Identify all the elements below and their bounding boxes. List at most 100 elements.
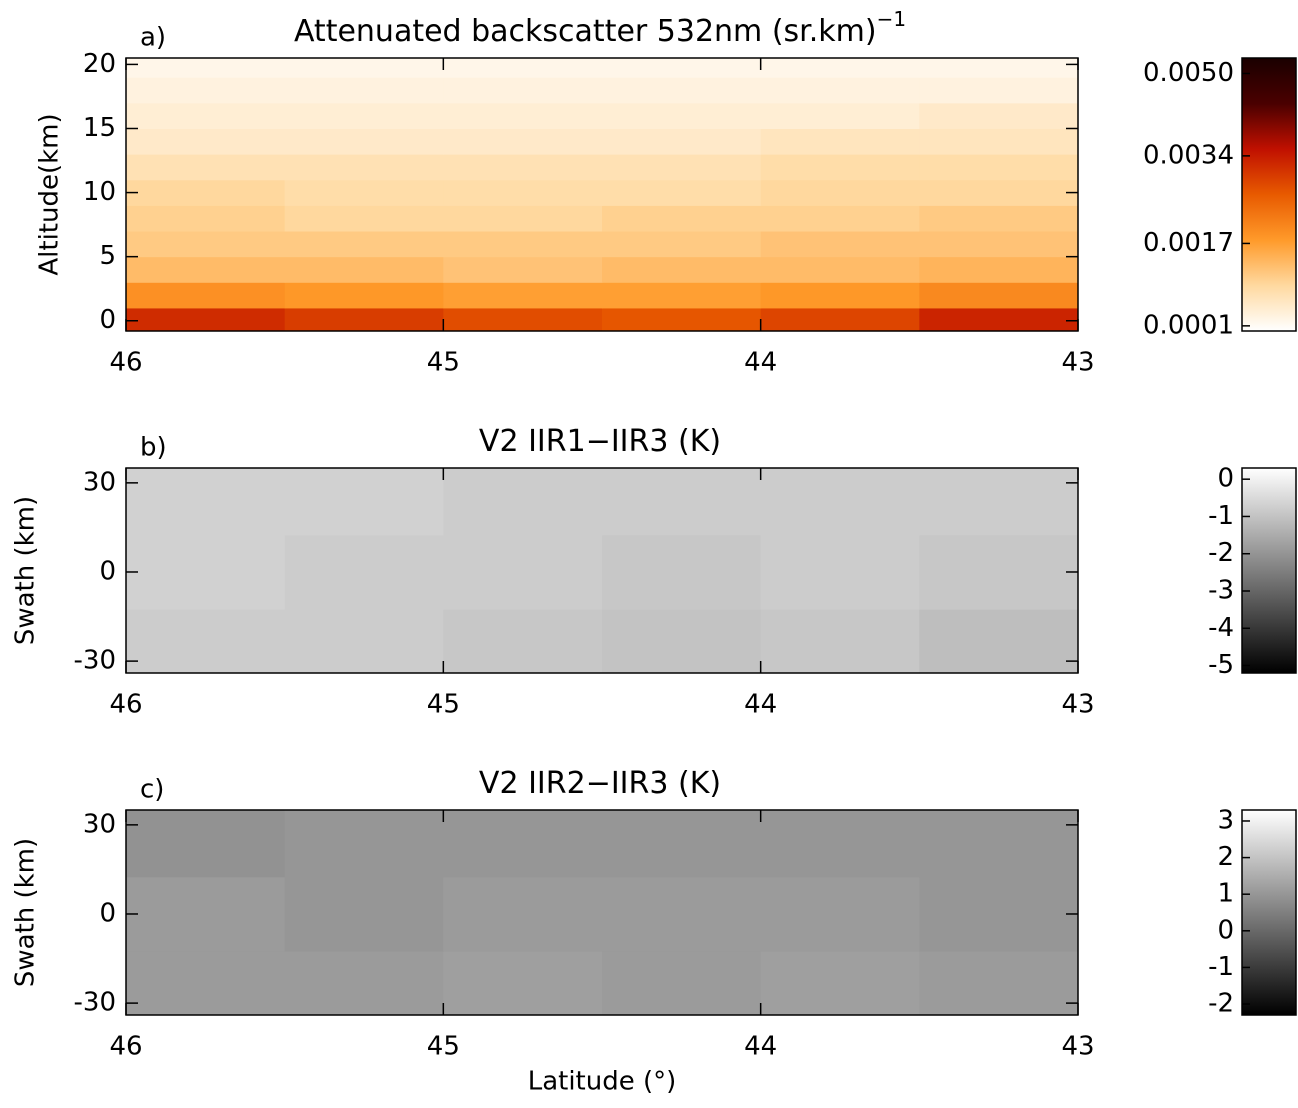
colorbar: 0 -1 -2 -3 -4 -5	[1208, 464, 1297, 680]
x-tick-label: 45	[427, 348, 460, 378]
heatmap-cell	[760, 468, 920, 536]
panel-label: b)	[140, 433, 167, 463]
heatmap-cell	[443, 128, 603, 155]
heatmap-cell	[602, 282, 762, 309]
colorbar-tick-label: 0	[1217, 915, 1234, 945]
heatmap-cell	[443, 534, 603, 610]
colorbar-tick-label: 2	[1217, 842, 1234, 872]
heatmap-cell	[760, 609, 920, 673]
colorbar-tick-label: 0.0017	[1143, 228, 1234, 258]
colorbar-gradient	[1241, 467, 1297, 674]
heatmap-cell	[443, 609, 603, 673]
heatmap-cell	[443, 307, 603, 331]
y-axis-label: Altitude(km)	[35, 113, 65, 275]
heatmap-cell	[443, 179, 603, 206]
heatmap-cell	[443, 951, 603, 1015]
heatmap-cell	[602, 876, 762, 952]
heatmap-cell	[284, 128, 444, 155]
heatmap-cell	[760, 102, 920, 129]
heatmap-cell	[443, 205, 603, 232]
heatmap-cell	[126, 282, 286, 309]
heatmap-cell	[284, 154, 444, 181]
heatmap-cell	[126, 876, 286, 952]
heatmap-cell	[602, 307, 762, 331]
panel: 46 45 44 43 0 5 10 15 20 a) Attenuated backscatter…	[35, 7, 1297, 378]
heatmap-cell	[602, 58, 762, 78]
x-tick-label: 44	[744, 690, 777, 720]
heatmap-cell	[284, 609, 444, 673]
colorbar-gradient	[1241, 809, 1297, 1016]
heatmap-cell	[284, 951, 444, 1015]
heatmap-cell	[126, 205, 286, 232]
heatmap-cell	[919, 307, 1078, 331]
x-tick-label: 46	[109, 1032, 142, 1062]
heatmap-cell	[284, 256, 444, 283]
heatmap-cell	[760, 256, 920, 283]
heatmap-cell	[602, 951, 762, 1015]
heatmap-cell	[443, 154, 603, 181]
heatmap-cell	[602, 179, 762, 206]
heatmap-cell	[919, 534, 1078, 610]
plot-frame	[125, 57, 1079, 332]
colorbar-tick-label: -4	[1208, 613, 1234, 643]
heatmap	[126, 810, 1078, 1015]
colorbar-tick-label: -2	[1208, 989, 1234, 1019]
heatmap-cell	[760, 179, 920, 206]
heatmap-cell	[602, 154, 762, 181]
colorbar-tick-label: -5	[1208, 650, 1234, 680]
heatmap-cell	[919, 179, 1078, 206]
y-axis-label: Swath (km)	[11, 496, 41, 645]
colorbar-tick-label: 0.0034	[1143, 140, 1234, 170]
y-tick-label: 10	[83, 177, 116, 207]
heatmap-cell	[919, 205, 1078, 232]
heatmap-cell	[126, 102, 286, 129]
heatmap-cell	[602, 534, 762, 610]
heatmap-cell	[443, 468, 603, 536]
heatmap-cell	[284, 282, 444, 309]
heatmap-cell	[602, 609, 762, 673]
x-tick-label: 44	[744, 348, 777, 378]
heatmap-cell	[919, 256, 1078, 283]
heatmap-cell	[760, 810, 920, 878]
colorbar: 0.0050 0.0034 0.0017 0.0001	[1143, 57, 1297, 340]
chart-title: Attenuated backscatter 532nm (sr.km)−1	[294, 7, 906, 49]
heatmap-cell	[602, 256, 762, 283]
heatmap-cell	[760, 58, 920, 78]
heatmap-cell	[284, 58, 444, 78]
x-tick-label: 43	[1061, 1032, 1094, 1062]
colorbar-tick-label: -3	[1208, 576, 1234, 606]
heatmap-cell	[126, 179, 286, 206]
heatmap-cell	[443, 810, 603, 878]
heatmap-cell	[126, 256, 286, 283]
heatmap-cell	[443, 58, 603, 78]
heatmap-cell	[760, 876, 920, 952]
plot-frame	[125, 809, 1079, 1016]
heatmap-cell	[443, 256, 603, 283]
heatmap-cell	[760, 307, 920, 331]
heatmap-cell	[760, 128, 920, 155]
heatmap-cell	[284, 810, 444, 878]
heatmap-cell	[126, 609, 286, 673]
heatmap-cell	[126, 468, 286, 536]
heatmap-cell	[126, 77, 286, 104]
heatmap-cell	[284, 231, 444, 258]
x-tick-label: 43	[1061, 690, 1094, 720]
heatmap-cell	[760, 534, 920, 610]
colorbar-tick-label: 3	[1217, 805, 1234, 835]
heatmap-cell	[284, 77, 444, 104]
y-tick-label: 5	[99, 241, 116, 271]
y-tick-label: -30	[74, 988, 116, 1018]
heatmap-cell	[443, 876, 603, 952]
heatmap-cell	[126, 58, 286, 78]
heatmap-cell	[126, 128, 286, 155]
heatmap-cell	[919, 876, 1078, 952]
x-tick-label: 43	[1061, 348, 1094, 378]
colorbar-tick-label: -2	[1208, 538, 1234, 568]
chart-title: V2 IIR1−IIR3 (K)	[479, 424, 721, 459]
heatmap-cell	[760, 282, 920, 309]
title-text: V2 IIR1−IIR3 (K)	[479, 424, 721, 459]
heatmap-cell	[919, 468, 1078, 536]
heatmap-cell	[919, 102, 1078, 129]
